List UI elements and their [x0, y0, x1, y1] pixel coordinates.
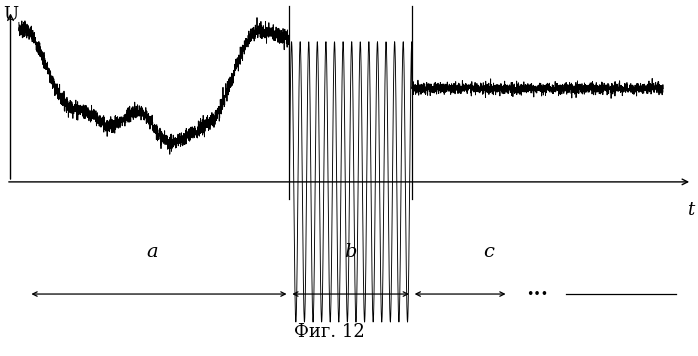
Text: •••: •••	[526, 288, 549, 300]
Text: a: a	[147, 243, 158, 261]
Text: Фиг. 12: Фиг. 12	[295, 323, 365, 341]
Text: t: t	[687, 200, 694, 219]
Text: b: b	[344, 243, 357, 261]
Text: c: c	[484, 243, 495, 261]
Text: U: U	[3, 6, 18, 24]
